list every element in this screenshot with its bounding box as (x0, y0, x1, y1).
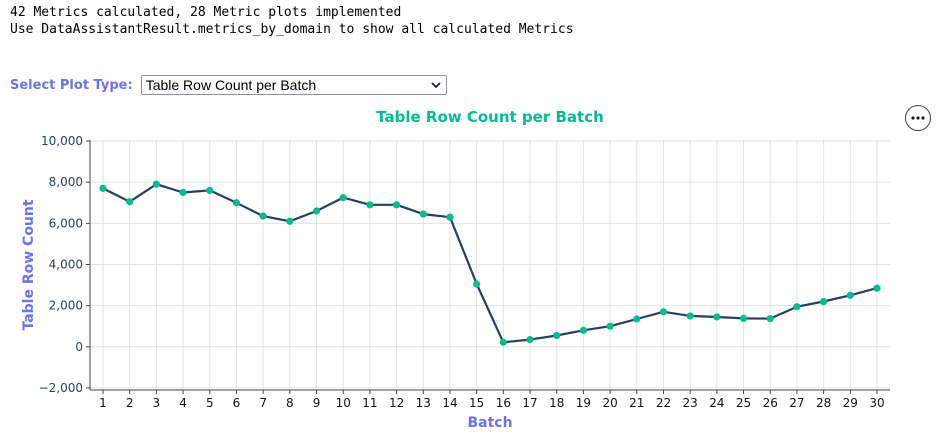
x-tick-label: 17 (522, 396, 537, 410)
y-tick-label: 0 (75, 340, 83, 354)
x-tick-label: 18 (549, 396, 564, 410)
chevron-down-icon (431, 82, 441, 89)
x-tick-label: 9 (313, 396, 321, 410)
grid-lines (90, 140, 890, 390)
data-point[interactable] (606, 322, 614, 330)
x-tick-label: 29 (843, 396, 858, 410)
x-tick-label: 3 (153, 396, 161, 410)
data-point[interactable] (846, 291, 854, 299)
plot-type-dropdown[interactable]: Table Row Count per Batch (140, 75, 447, 95)
x-tick-label: 7 (259, 396, 267, 410)
data-point[interactable] (152, 180, 160, 188)
plot-type-selector-row: Select Plot Type: Table Row Count per Ba… (10, 75, 447, 95)
data-point[interactable] (179, 188, 187, 197)
data-point[interactable] (686, 312, 694, 320)
y-axis-label: Table Row Count (21, 199, 37, 330)
x-tick-label: 20 (602, 396, 617, 410)
data-point[interactable] (446, 213, 454, 221)
x-tick-label: 6 (233, 396, 241, 410)
x-tick-label: 13 (416, 396, 431, 410)
x-tick-label: 24 (709, 396, 724, 410)
x-axis-label: Batch (467, 415, 512, 431)
x-tick-label: 25 (736, 396, 751, 410)
y-tick-label: 10,000 (41, 134, 83, 148)
data-point[interactable] (232, 199, 241, 207)
x-tick-label: 11 (362, 396, 377, 410)
x-tick-label: 15 (469, 396, 484, 410)
x-tick-label: 27 (789, 396, 804, 410)
plot-type-selected-value: Table Row Count per Batch (145, 77, 317, 93)
chart-axes (89, 140, 890, 391)
chart-title: Table Row Count per Batch (376, 108, 604, 126)
x-tick-label: 1 (99, 396, 107, 410)
data-point[interactable] (392, 201, 401, 209)
data-point[interactable] (526, 335, 534, 344)
data-point[interactable] (659, 308, 668, 316)
x-tick-label: 16 (496, 396, 511, 410)
x-tick-label: 10 (336, 396, 351, 410)
data-point[interactable] (339, 194, 347, 202)
data-point[interactable] (99, 184, 107, 192)
data-point[interactable] (739, 314, 748, 322)
x-tick-label: 8 (286, 396, 294, 410)
data-point[interactable] (766, 315, 774, 323)
x-tick-label: 2 (126, 396, 134, 410)
x-tick-label: 22 (656, 396, 671, 410)
data-point[interactable] (312, 207, 321, 215)
x-tick-label: 12 (389, 396, 404, 410)
metrics-summary-line-1: 42 Metrics calculated, 28 Metric plots i… (10, 5, 402, 20)
series-table-row-count (99, 180, 881, 346)
data-point[interactable] (473, 280, 481, 288)
y-tick-label: 4,000 (49, 257, 83, 271)
metrics-summary-line-2: Use DataAssistantResult.metrics_by_domai… (10, 22, 574, 37)
x-tick-label: 30 (869, 396, 884, 410)
x-tick-label: 5 (206, 396, 214, 410)
data-point[interactable] (259, 212, 267, 220)
y-tick-label: 8,000 (49, 175, 83, 189)
y-tick-label: −2,000 (39, 381, 83, 395)
x-tick-label: 28 (816, 396, 831, 410)
data-point[interactable] (793, 303, 801, 311)
x-tick-label: 26 (763, 396, 778, 410)
data-point[interactable] (820, 297, 828, 306)
data-point[interactable] (286, 217, 294, 225)
y-tick-label: 6,000 (49, 216, 83, 230)
x-tick-label: 19 (576, 396, 591, 410)
series-line (102, 183, 878, 344)
chart-actions-button[interactable] (905, 105, 931, 131)
y-tick-label: 2,000 (49, 299, 83, 313)
x-tick-label: 21 (629, 396, 644, 410)
x-tick-label: 23 (683, 396, 698, 410)
data-point[interactable] (126, 198, 134, 206)
metrics-summary: 42 Metrics calculated, 28 Metric plots i… (10, 4, 574, 38)
data-point[interactable] (873, 284, 881, 292)
data-point[interactable] (499, 338, 507, 346)
data-point[interactable] (553, 331, 561, 340)
more-horizontal-icon (911, 116, 925, 120)
x-tick-label: 4 (179, 396, 187, 410)
plot-type-label: Select Plot Type: (10, 77, 133, 93)
data-point[interactable] (633, 315, 641, 323)
data-point[interactable] (366, 201, 374, 209)
data-point[interactable] (713, 313, 721, 321)
data-point[interactable] (419, 210, 427, 218)
data-point[interactable] (206, 186, 214, 195)
x-tick-label: 14 (442, 396, 457, 410)
data-point[interactable] (579, 326, 588, 334)
